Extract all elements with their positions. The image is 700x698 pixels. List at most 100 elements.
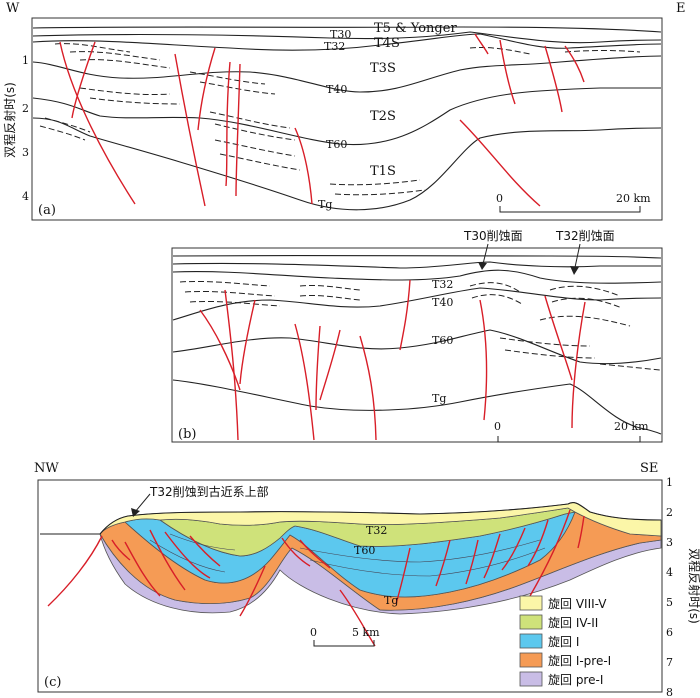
panel-label-c: (c) — [44, 675, 61, 690]
reflector-b — [499, 337, 591, 347]
reflector-b — [184, 290, 276, 297]
fault-b — [224, 289, 239, 441]
fault-c — [189, 535, 221, 567]
reflector-b — [599, 363, 661, 371]
panel-a-frame — [31, 17, 663, 221]
panel-b-frame — [171, 247, 663, 443]
fault-b — [571, 301, 586, 429]
horizon-t40-b — [172, 287, 662, 321]
scale-start-b: 0 — [494, 420, 501, 433]
y-tick-c-6: 6 — [666, 626, 673, 639]
horizon-t60-a — [32, 87, 661, 146]
horizon-label-t40-b: T40 — [432, 296, 453, 309]
fault-a — [225, 61, 231, 187]
fault-a — [197, 47, 216, 131]
horizon-label-t32-b: T32 — [432, 278, 453, 291]
fault-c — [124, 541, 161, 597]
fault-b — [319, 329, 341, 401]
reflector-a — [564, 50, 641, 53]
horizon-t30-a — [32, 31, 662, 44]
horizon-label-t40: T40 — [326, 83, 347, 96]
compass-se-label: SE — [640, 461, 658, 476]
y-tick-1: 1 — [22, 54, 29, 67]
unit-label-t1s: T1S — [370, 164, 396, 179]
fault-c — [577, 515, 585, 549]
legend-swatch-i — [519, 633, 543, 649]
reflector-a — [469, 47, 531, 55]
reflector-a — [44, 117, 91, 133]
reflector-a — [199, 81, 276, 95]
reflector-b — [504, 349, 596, 359]
unit-label-t2s: T2S — [370, 109, 396, 124]
scale-bar-a — [499, 206, 641, 213]
compass-west-label: W — [6, 1, 20, 16]
legend-label-i: 旋回 I — [548, 635, 579, 649]
horizon-sea-floor-a — [32, 26, 662, 33]
fault-c — [111, 539, 131, 561]
reflector-b — [469, 282, 521, 293]
legend-label-pre-i: 旋回 pre-I — [548, 673, 603, 687]
scale-start-c: 0 — [310, 626, 317, 639]
reflector-b — [549, 285, 621, 297]
y-tick-c-4: 4 — [666, 566, 673, 579]
unit-label-t3s: T3S — [370, 61, 396, 76]
horizon-tg-a — [32, 117, 662, 211]
horizon-t32-b — [172, 269, 662, 284]
reflector-a — [189, 71, 266, 85]
horizon-label-t30: T30 — [330, 28, 351, 41]
fault-b — [199, 309, 241, 391]
reflector-c — [309, 547, 546, 577]
fault-c — [339, 589, 376, 647]
panel-c: NW SE 1 2 3 4 5 6 7 8 双程反射时(s) — [34, 461, 700, 698]
reflector-b — [299, 295, 361, 301]
annotation-arrowhead-1 — [478, 262, 487, 270]
fault-b — [479, 299, 488, 421]
annotation-arrowhead-c — [131, 508, 140, 517]
fault-c — [281, 537, 311, 567]
fault-b — [544, 295, 573, 381]
scale-end-c: 5 km — [352, 626, 380, 639]
horizon-t32-a — [32, 33, 662, 51]
reflector-b — [471, 294, 523, 305]
fault-c — [435, 539, 451, 587]
reflector-c — [299, 539, 541, 563]
fault-a — [564, 45, 585, 83]
horizon-label-t32: T32 — [324, 40, 345, 53]
annotation-t32-erosion-c: T32削蚀到古近系上部 — [149, 484, 269, 499]
fault-a — [71, 41, 96, 119]
fault-a — [544, 45, 563, 113]
fault-b — [399, 279, 411, 351]
scale-end-b: 20 km — [614, 420, 649, 433]
compass-nw-label: NW — [34, 461, 59, 476]
y-tick-2: 2 — [22, 102, 29, 115]
panel-c-frame — [37, 479, 663, 693]
reflector-a — [69, 51, 161, 61]
reflector-a — [214, 139, 296, 157]
scale-end-a: 20 km — [616, 192, 651, 205]
fault-c — [47, 535, 103, 607]
fault-c — [149, 529, 186, 591]
reflector-a — [39, 125, 86, 141]
y-tick-c-8: 8 — [666, 686, 673, 698]
fault-b — [239, 299, 256, 385]
panel-label-b: (b) — [178, 427, 196, 442]
scale-start-a: 0 — [496, 192, 503, 205]
reflector-b — [179, 280, 271, 287]
reflector-a — [214, 123, 296, 141]
y-axis-title-a: 双程反射时(s) — [2, 82, 17, 158]
reflector-a — [79, 87, 171, 96]
panel-a: W E 双程反射时(s) 1 2 3 4 — [2, 1, 686, 221]
fault-a — [59, 41, 136, 205]
fault-a — [474, 33, 489, 55]
legend-label-viii-v: 旋回 VIII-V — [548, 597, 607, 611]
horizon-tg-b — [172, 379, 662, 435]
fault-c — [501, 527, 526, 571]
panel-b: T32 T40 T60 Tg T30削蚀面 T32削蚀面 0 20 km (b) — [171, 229, 663, 443]
annotation-arrowhead-2 — [570, 266, 579, 275]
fault-c — [299, 539, 331, 569]
annotation-t32-erosion: T32削蚀面 — [555, 229, 615, 243]
fault-b — [359, 335, 377, 441]
annotation-arrow-c — [134, 493, 151, 513]
reflector-a — [54, 43, 131, 53]
